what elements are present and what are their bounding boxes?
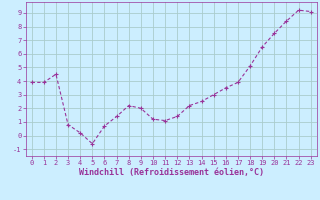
X-axis label: Windchill (Refroidissement éolien,°C): Windchill (Refroidissement éolien,°C) [79,168,264,177]
